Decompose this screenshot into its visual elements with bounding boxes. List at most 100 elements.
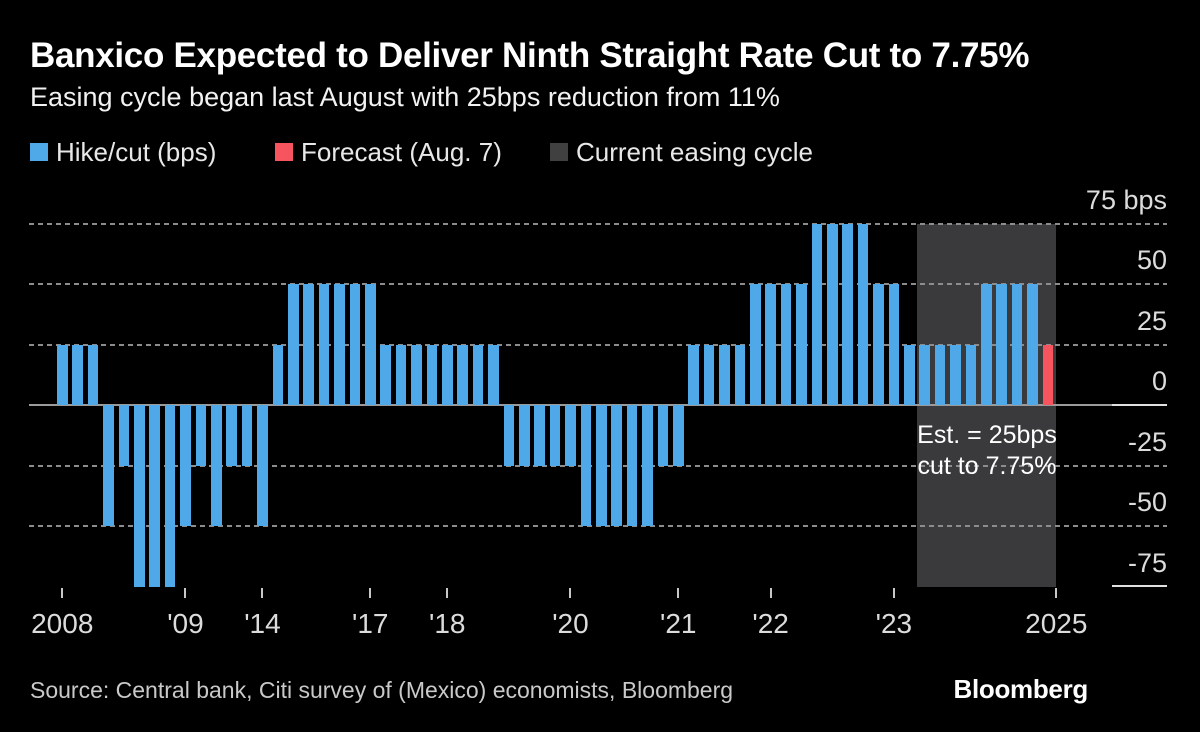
- x-axis-label: '22: [752, 608, 789, 639]
- rate-change-bar: [180, 405, 191, 526]
- rate-change-bar: [703, 344, 715, 405]
- rate-change-bar: [1011, 284, 1023, 405]
- gridline: [29, 283, 1167, 285]
- y-axis-label: 75 bps: [1085, 184, 1167, 215]
- rate-change-bar: [719, 344, 730, 405]
- rate-change-bar: [503, 405, 515, 466]
- rate-change-bar: [611, 405, 622, 526]
- rate-change-bar: [519, 405, 530, 466]
- rate-change-bar: [257, 405, 268, 526]
- x-axis-label: '14: [244, 608, 281, 639]
- bloomberg-logo: Bloomberg: [953, 674, 1088, 704]
- rate-change-bar: [334, 284, 345, 405]
- rate-change-bar: [780, 284, 792, 405]
- x-axis-label: 2025: [1025, 608, 1088, 639]
- rate-change-bar: [642, 405, 653, 526]
- rate-change-bar: [149, 405, 160, 587]
- rate-change-bar: [734, 344, 746, 405]
- rate-change-bar: [873, 284, 884, 405]
- y-axis-label: -75: [1127, 547, 1167, 578]
- rate-change-bar: [549, 405, 561, 466]
- rate-change-bar: [565, 405, 576, 466]
- legend-item-easing-cycle: Current easing cycle: [550, 137, 813, 167]
- rate-change-bar: [673, 405, 684, 466]
- x-axis-tick: [261, 588, 264, 598]
- forecast-annotation-line1: Est. = 25bps: [917, 421, 1057, 449]
- x-axis-tick: [184, 588, 187, 598]
- rate-change-bar: [888, 284, 900, 405]
- rate-change-bar: [811, 223, 823, 405]
- rate-change-bar: [103, 405, 114, 526]
- rate-change-bar: [965, 344, 977, 405]
- x-axis-tick: [677, 588, 680, 598]
- forecast-bar: [1042, 344, 1054, 405]
- rate-change-bar: [426, 344, 438, 405]
- x-axis-tick: [769, 588, 772, 598]
- y-axis-label: -50: [1127, 487, 1167, 517]
- hike-cut-swatch-icon: [30, 143, 48, 161]
- legend-item-forecast: Forecast (Aug. 7): [275, 137, 502, 167]
- x-axis-tick: [1055, 588, 1058, 598]
- chart-title: Banxico Expected to Deliver Ninth Straig…: [30, 36, 1030, 75]
- rate-change-bar: [750, 284, 761, 405]
- legend-label: Forecast (Aug. 7): [301, 136, 502, 167]
- rate-change-bar: [303, 284, 314, 405]
- rate-change-bar: [580, 405, 592, 526]
- source-text: Source: Central bank, Citi survey of (Me…: [30, 677, 734, 703]
- rate-change-bar: [842, 223, 853, 405]
- rate-change-bar: [688, 344, 699, 405]
- chart-subtitle: Easing cycle began last August with 25bp…: [30, 82, 780, 112]
- rate-change-bar: [395, 344, 407, 405]
- rate-change-bar: [981, 284, 992, 405]
- x-axis-tick: [369, 588, 372, 598]
- gridline: [29, 343, 1167, 346]
- rate-change-bar: [1027, 284, 1038, 405]
- rate-change-bar: [488, 344, 499, 405]
- y-axis-label: 50: [1136, 245, 1167, 275]
- rate-change-bar: [211, 405, 222, 526]
- rate-change-bar: [411, 344, 422, 405]
- x-axis-label: '09: [167, 608, 204, 639]
- forecast-swatch-icon: [275, 143, 293, 161]
- x-axis-label: '18: [429, 608, 466, 639]
- rate-change-bar: [318, 284, 330, 405]
- forecast-annotation: Est. = 25bps cut to 7.75%: [898, 420, 1076, 482]
- x-axis-tick: [446, 588, 449, 598]
- rate-change-bar: [118, 405, 130, 466]
- x-axis-label: '21: [660, 608, 697, 639]
- rate-change-bar: [195, 405, 207, 466]
- rate-change-bar: [919, 344, 930, 405]
- rate-change-bar: [442, 344, 453, 405]
- rate-change-bar: [457, 344, 468, 405]
- easing-cycle-swatch-icon: [550, 143, 568, 161]
- x-axis-label: '17: [352, 608, 389, 639]
- rate-change-bar: [934, 344, 946, 405]
- x-axis-tick: [892, 588, 895, 598]
- rate-change-bar: [226, 405, 237, 466]
- rate-change-bar: [164, 405, 176, 587]
- gridline: [29, 525, 1167, 527]
- y-axis-label: -25: [1127, 426, 1167, 457]
- legend-label: Hike/cut (bps): [56, 136, 217, 167]
- rate-change-bar: [827, 223, 838, 405]
- x-axis-label: '23: [875, 608, 913, 639]
- rate-change-bar: [72, 344, 83, 405]
- rate-change-bar: [996, 284, 1007, 405]
- rate-change-bar: [272, 344, 284, 405]
- rate-change-bar: [288, 284, 299, 405]
- rate-change-bar: [87, 344, 99, 405]
- rate-change-bar: [134, 405, 145, 587]
- rate-change-bar: [657, 405, 669, 466]
- x-axis-tick: [569, 588, 572, 598]
- rate-change-bar: [534, 405, 545, 466]
- rate-change-bar: [57, 344, 68, 405]
- rate-change-bar: [950, 344, 961, 405]
- rate-change-bar: [857, 223, 869, 405]
- rate-change-bar: [904, 344, 915, 405]
- rate-change-bar: [241, 405, 253, 466]
- bottom-axis-segment: [1112, 584, 1167, 587]
- legend-label: Current easing cycle: [576, 136, 813, 167]
- rate-change-bar: [349, 284, 361, 405]
- rate-change-bar: [596, 405, 607, 526]
